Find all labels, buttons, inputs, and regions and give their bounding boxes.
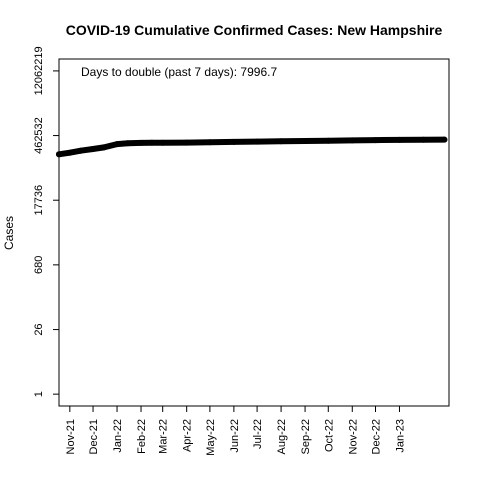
data-point (90, 146, 96, 152)
data-point (230, 138, 237, 145)
y-tick-label: 12062219 (33, 46, 45, 95)
x-tick-label: Jan-23 (394, 419, 406, 453)
x-axis: Nov-21 Dec-21 Jan-22 Feb-22 Mar-22 Apr-22 May-… (65, 406, 406, 456)
y-axis-label: Cases (2, 216, 16, 250)
x-tick-label: Dec-22 (370, 419, 382, 454)
x-tick-label: Mar-22 (158, 419, 170, 454)
y-tick-label: 17736 (33, 185, 45, 216)
data-point (159, 139, 166, 146)
x-tick-label: Apr-22 (182, 419, 194, 452)
data-point (138, 139, 144, 146)
data-point (100, 144, 107, 151)
doubling-annotation: Days to double (past 7 days): 7996.7 (81, 65, 277, 79)
data-point (206, 139, 213, 146)
y-axis: 1 26 680 17736 462532 12062219 (33, 46, 59, 397)
chart-title: COVID-19 Cumulative Confirmed Cases: New… (66, 22, 443, 38)
data-point (66, 149, 73, 156)
y-tick-label: 680 (33, 256, 45, 274)
x-tick-label: Jun-22 (229, 419, 241, 453)
data-point (148, 139, 155, 146)
data-point (77, 147, 84, 154)
x-tick-label: Dec-21 (88, 419, 100, 454)
x-tick-label: May-22 (205, 419, 217, 456)
x-tick-label: Nov-22 (347, 419, 359, 454)
plot-frame (58, 58, 450, 407)
series-line (56, 136, 448, 158)
data-point (441, 136, 448, 143)
data-point (114, 141, 120, 148)
data-point (183, 139, 190, 146)
x-tick-label: Nov-21 (65, 419, 77, 454)
x-tick-label: Jan-22 (112, 419, 124, 453)
data-point (254, 138, 261, 145)
series-layer (56, 136, 448, 158)
x-tick-label: Oct-22 (323, 419, 335, 452)
data-point (349, 137, 356, 144)
y-tick-label: 1 (33, 391, 45, 397)
data-point (396, 136, 403, 143)
data-point (56, 151, 62, 158)
x-tick-label: Sep-22 (300, 419, 312, 454)
data-point (325, 137, 332, 144)
data-point (302, 138, 309, 144)
y-tick-label: 26 (33, 323, 45, 335)
x-tick-label: Aug-22 (276, 419, 288, 454)
data-point (372, 137, 379, 144)
data-point (420, 136, 427, 143)
x-tick-label: Jul-22 (252, 419, 264, 449)
data-point (124, 140, 131, 147)
x-tick-label: Feb-22 (136, 419, 148, 454)
y-tick-label: 462532 (33, 117, 45, 154)
data-point (278, 138, 285, 145)
